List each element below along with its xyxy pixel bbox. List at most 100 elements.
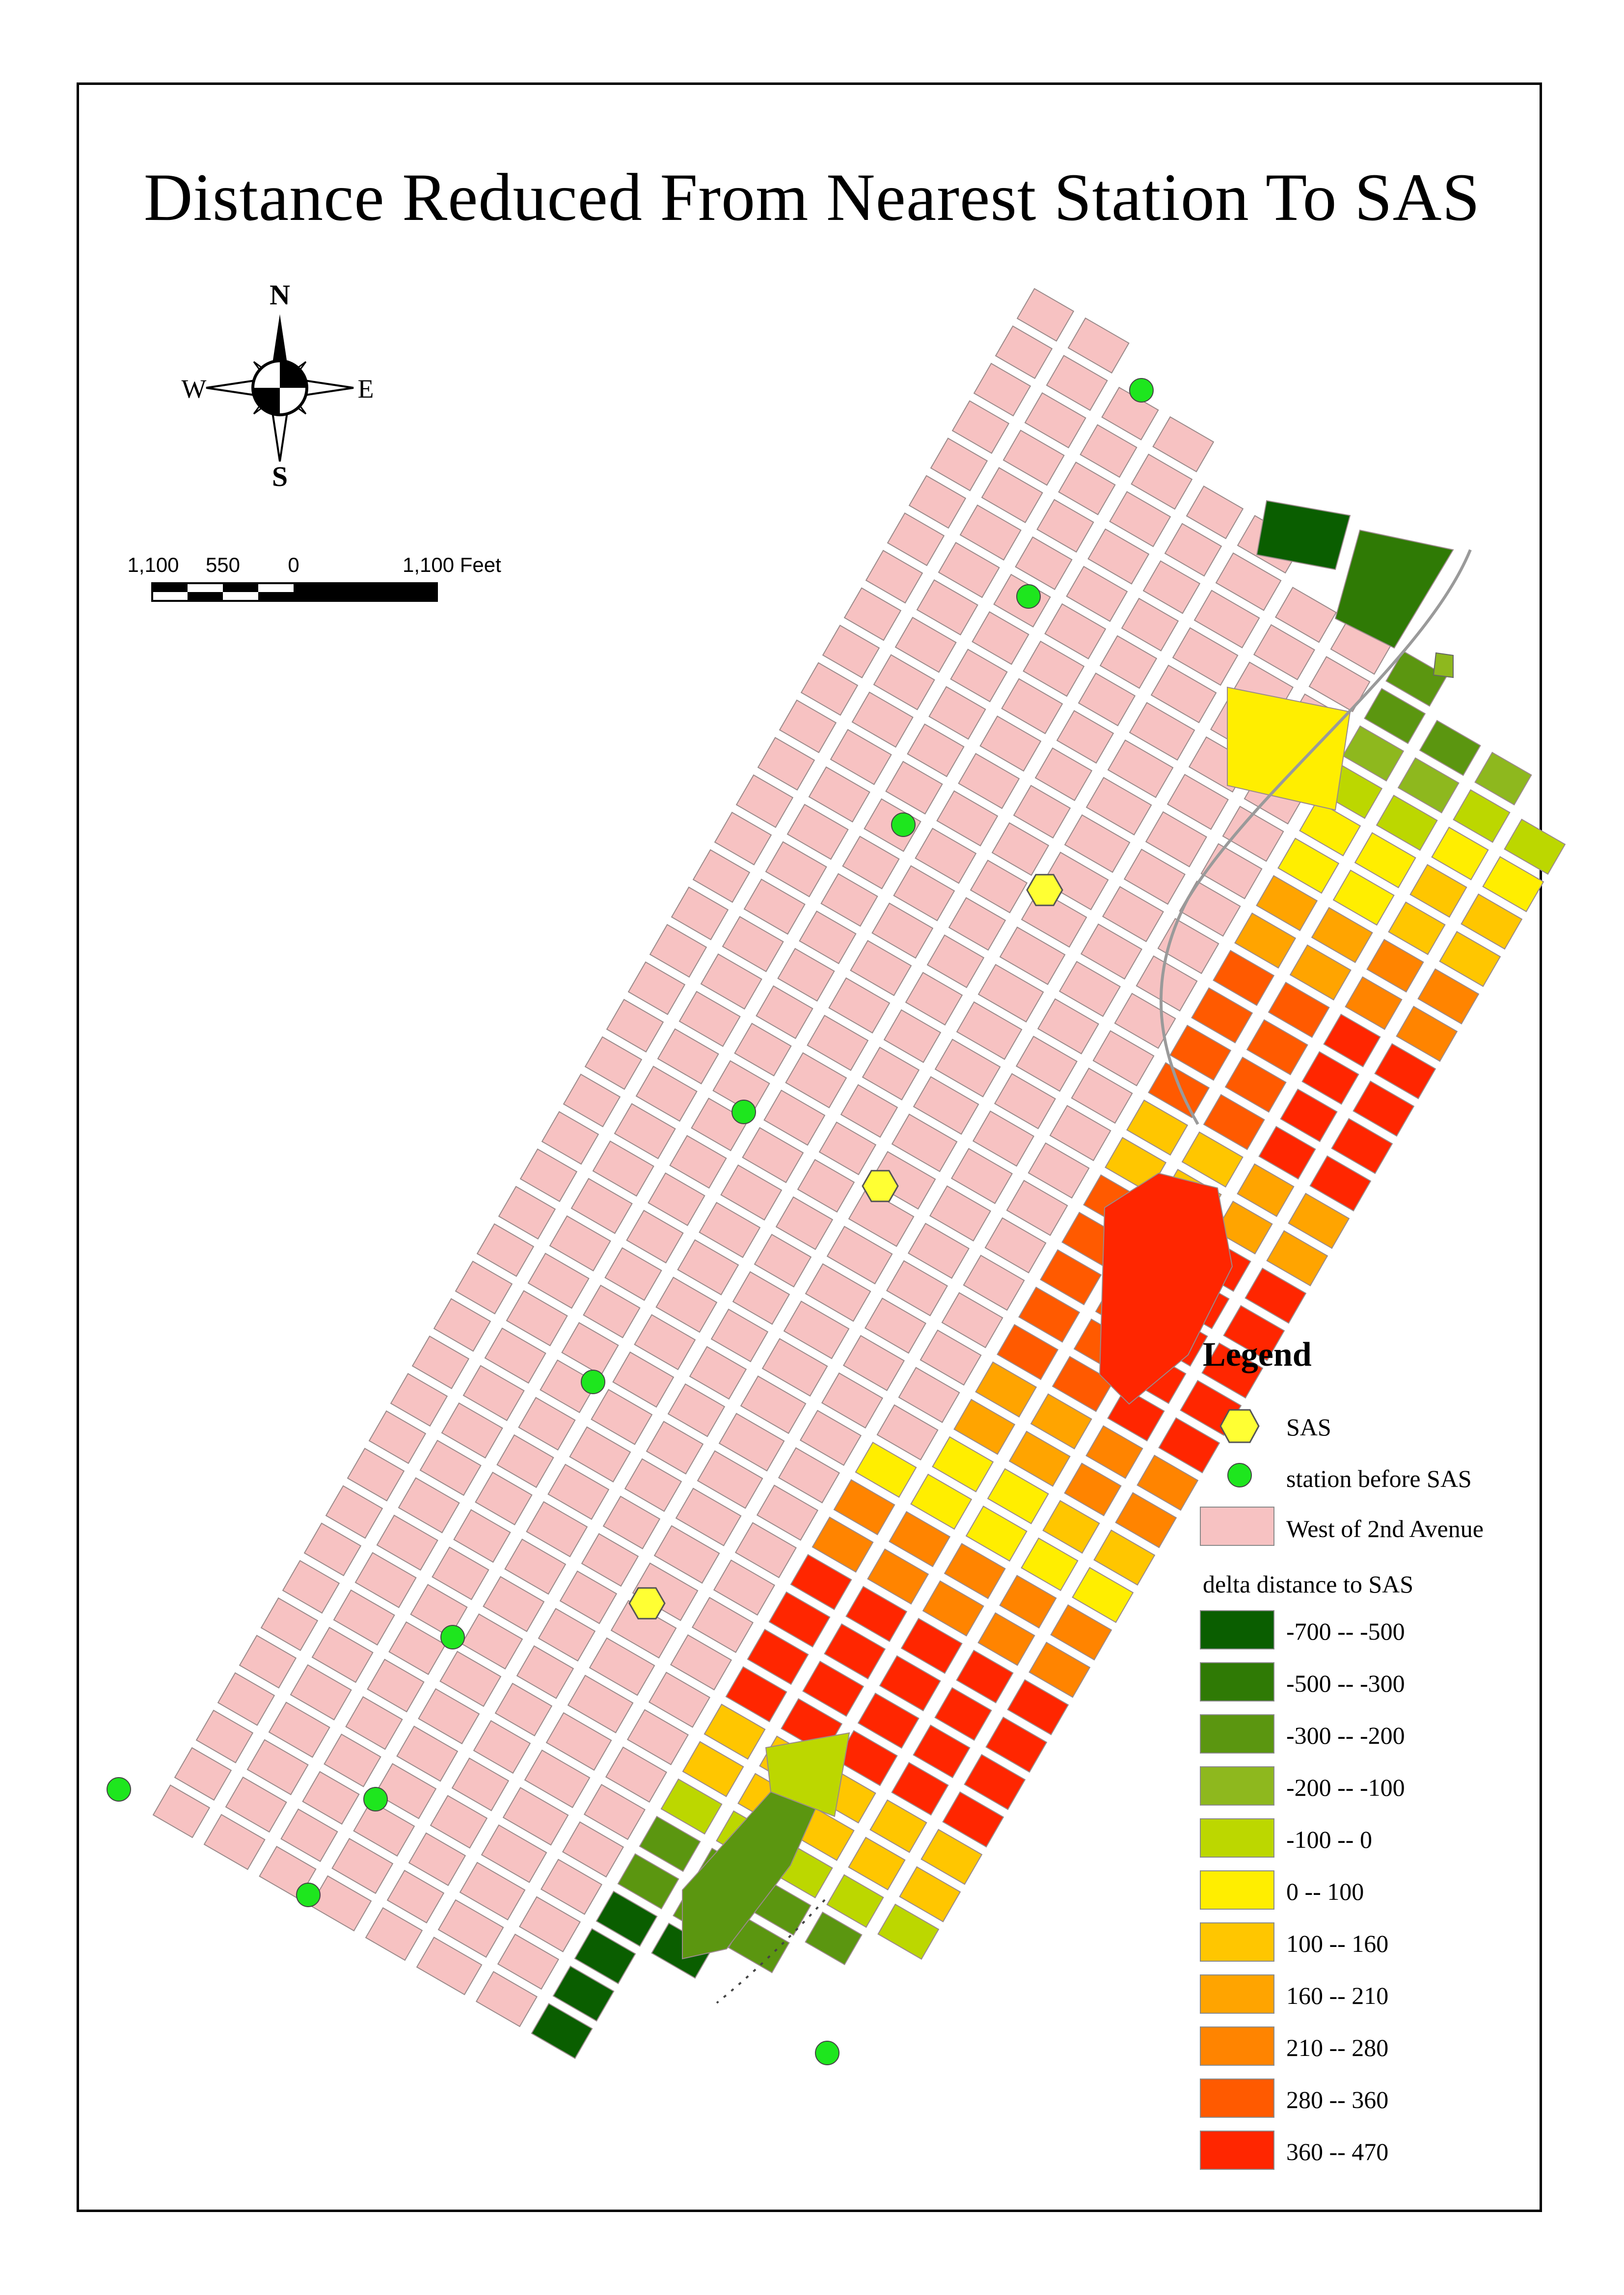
west-block (1044, 603, 1107, 660)
west-block (991, 822, 1050, 876)
west-block (518, 1896, 581, 1952)
east-block (920, 1829, 983, 1885)
east-block (1342, 725, 1405, 782)
west-block (1015, 1035, 1078, 1092)
west-block (290, 1664, 352, 1721)
sas-layer (628, 874, 1063, 1620)
west-block (714, 811, 772, 865)
east-block (1396, 1005, 1458, 1062)
east-block (877, 1903, 940, 1960)
west-block (1078, 673, 1136, 727)
west-block (526, 1501, 588, 1558)
west-block (302, 1771, 360, 1825)
west-block (850, 940, 912, 997)
west-block (606, 999, 664, 1053)
east-block (1256, 875, 1318, 931)
legend-class-swatch (1200, 1818, 1274, 1858)
west-block (398, 1477, 460, 1534)
west-block (506, 1290, 568, 1347)
west-block (871, 902, 934, 959)
east-block (1354, 832, 1416, 889)
west-block (851, 691, 914, 748)
legend-class-swatch (1200, 1610, 1274, 1649)
east-block (1366, 939, 1424, 993)
east-block (913, 1724, 971, 1779)
east-block (999, 1575, 1057, 1629)
west-block (1121, 597, 1179, 651)
west-block (567, 1674, 634, 1733)
east-block (1332, 869, 1395, 926)
west-block (734, 1023, 792, 1077)
west-block (453, 1509, 511, 1563)
west-block (496, 1434, 554, 1488)
west-block (1016, 288, 1075, 342)
compass-s-label: S (272, 460, 288, 492)
east-block (1431, 826, 1489, 881)
east-block (826, 1874, 884, 1928)
west-block (569, 1426, 631, 1483)
east-block (1258, 1126, 1316, 1180)
west-block (977, 964, 1044, 1023)
west-block (1166, 774, 1229, 830)
west-block (671, 886, 729, 941)
west-block (691, 1596, 754, 1653)
east-block (1397, 757, 1460, 813)
east-block (1309, 1155, 1372, 1212)
west-block (563, 1074, 621, 1128)
west-block (653, 1525, 720, 1584)
west-block (675, 1487, 742, 1546)
west-block (1071, 1067, 1133, 1124)
west-block (1253, 624, 1315, 680)
west-block (549, 1215, 611, 1271)
west-block (1114, 993, 1176, 1049)
west-block (325, 1485, 383, 1539)
west-block (418, 1688, 480, 1745)
station-marker (1129, 378, 1154, 403)
west-block (1136, 955, 1198, 1012)
west-block (757, 737, 815, 791)
west-block (376, 1514, 438, 1571)
west-block (905, 972, 963, 1026)
west-block (972, 611, 1029, 665)
west-block (225, 1776, 287, 1833)
legend-class-row: 210 -- 280 (1198, 2026, 1532, 2080)
west-block (913, 1076, 979, 1135)
sas-station-marker (1026, 874, 1063, 906)
west-block (1102, 886, 1164, 943)
north-arrow: N S E W (182, 279, 374, 492)
west-block (268, 1701, 330, 1758)
west-block (692, 849, 751, 903)
east-block (1289, 944, 1352, 1001)
west-block (353, 1800, 415, 1857)
west-block (873, 654, 935, 710)
west-block (775, 1196, 834, 1250)
west-block (963, 1254, 1025, 1311)
west-block (475, 1471, 533, 1526)
west-block (934, 1038, 1001, 1098)
legend-class-label: 360 -- 470 (1286, 2138, 1389, 2165)
west-block (152, 1784, 211, 1838)
west-block (559, 1570, 618, 1624)
legend-title: Legend (1203, 1336, 1312, 1374)
west-block (583, 1284, 641, 1339)
east-block (1388, 901, 1446, 955)
west-block (246, 1739, 309, 1795)
east-block (879, 1655, 941, 1712)
west-block (1080, 424, 1137, 478)
legend-west-label: West of 2nd Avenue (1286, 1515, 1484, 1542)
west-block (807, 1015, 869, 1071)
west-block (1056, 710, 1114, 764)
west-block (1085, 777, 1152, 836)
west-block (1006, 1180, 1068, 1236)
west-block (473, 1720, 531, 1774)
west-block (1129, 702, 1195, 761)
west-block (894, 617, 957, 673)
east-block (1453, 789, 1511, 843)
east-block (1203, 1094, 1265, 1150)
scale-label-1100-left: 1,100 (127, 553, 179, 576)
legend-class-row: 0 -- 100 (1198, 1870, 1532, 1924)
east-block (964, 1754, 1026, 1810)
east-block (1353, 1080, 1415, 1137)
west-block (591, 1389, 653, 1445)
